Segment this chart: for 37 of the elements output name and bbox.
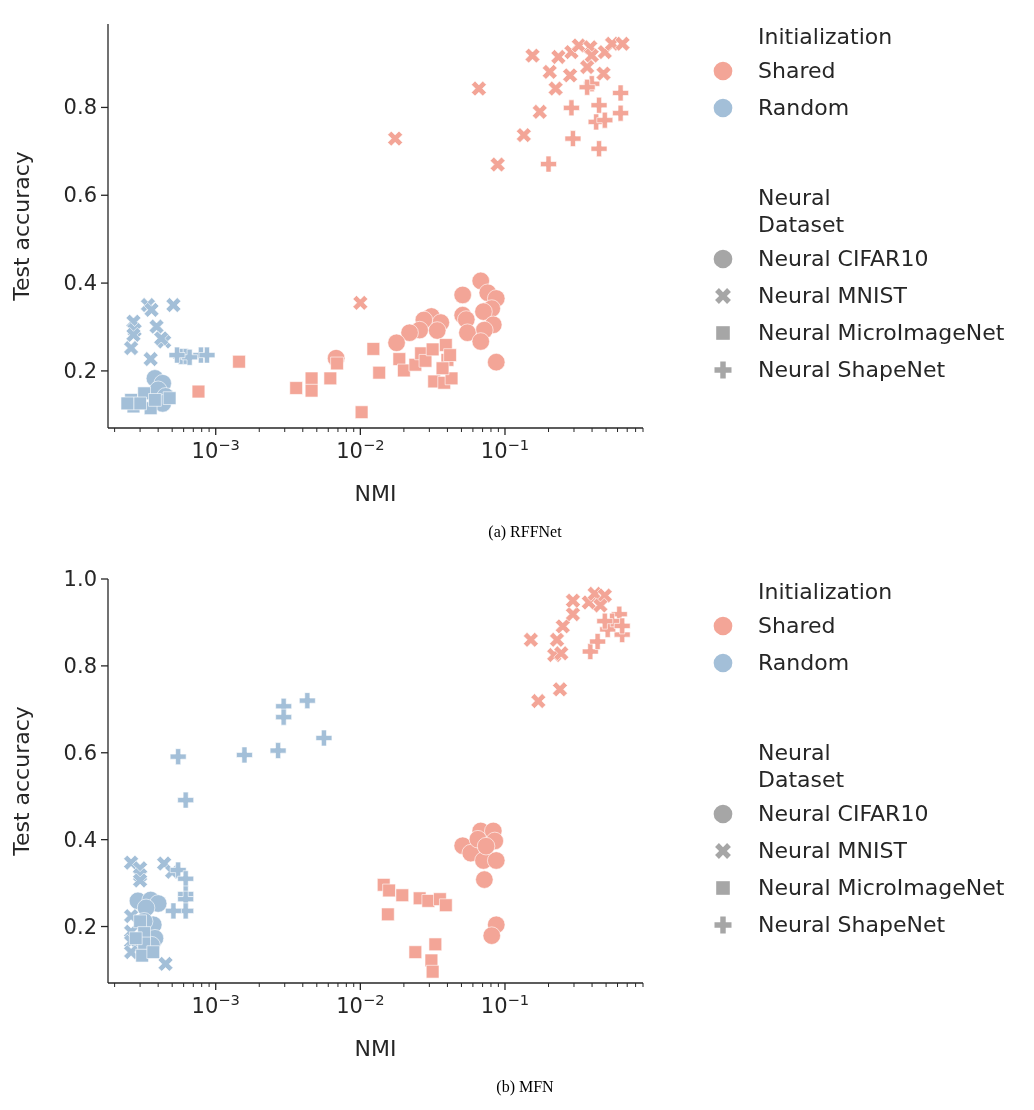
- y-tick-label: 0.4: [63, 827, 97, 852]
- text: (b) MFN: [495, 1078, 555, 1096]
- legend-label: Shared: [758, 613, 836, 638]
- y-tick-label: 0.4: [63, 271, 97, 296]
- y-tick-label: 1.0: [63, 567, 97, 591]
- y-tick-label: 0.8: [63, 95, 97, 120]
- text: (a) RFFNet: [487, 523, 563, 541]
- x-tick-label: 10$^{−1}$: [480, 435, 530, 463]
- text: Initialization: [758, 579, 893, 604]
- y-tick-label: 0.6: [63, 740, 97, 765]
- x-axis-title: NMI: [354, 481, 397, 506]
- legend-label: Random: [758, 95, 850, 120]
- legend-label: Neural MicroImageNet: [758, 875, 1005, 900]
- y-tick-label: 0.2: [63, 914, 97, 939]
- x-tick-label: 10$^{−3}$: [191, 990, 240, 1018]
- x-tick-label: 10$^{−1}$: [480, 990, 530, 1018]
- text: Neural Dataset: [758, 740, 845, 792]
- y-tick-label: 0.2: [63, 358, 97, 383]
- legend-label: Neural ShapeNet: [758, 912, 946, 937]
- text: Neural Dataset: [758, 185, 845, 237]
- x-axis-title: NMI: [354, 1036, 397, 1061]
- legend-label: Neural MNIST: [758, 283, 907, 308]
- legend-label: Neural MicroImageNet: [758, 320, 1005, 345]
- legend-label: Neural CIFAR10: [758, 246, 929, 271]
- legend-label: Shared: [758, 58, 836, 83]
- y-axis-title: Test accuracy: [8, 706, 34, 857]
- y-tick-label: 0.8: [63, 653, 97, 678]
- legend-label: Neural ShapeNet: [758, 357, 946, 382]
- legend-label: Neural MNIST: [758, 838, 907, 863]
- legend-label: Neural CIFAR10: [758, 801, 929, 826]
- x-tick-label: 10$^{−3}$: [191, 435, 240, 463]
- y-axis-title: Test accuracy: [8, 151, 34, 302]
- y-tick-label: 0.6: [63, 183, 97, 208]
- x-tick-label: 10$^{−2}$: [336, 990, 385, 1018]
- x-tick-label: 10$^{−2}$: [336, 435, 385, 463]
- legend-label: Random: [758, 650, 850, 675]
- text: Initialization: [758, 24, 893, 49]
